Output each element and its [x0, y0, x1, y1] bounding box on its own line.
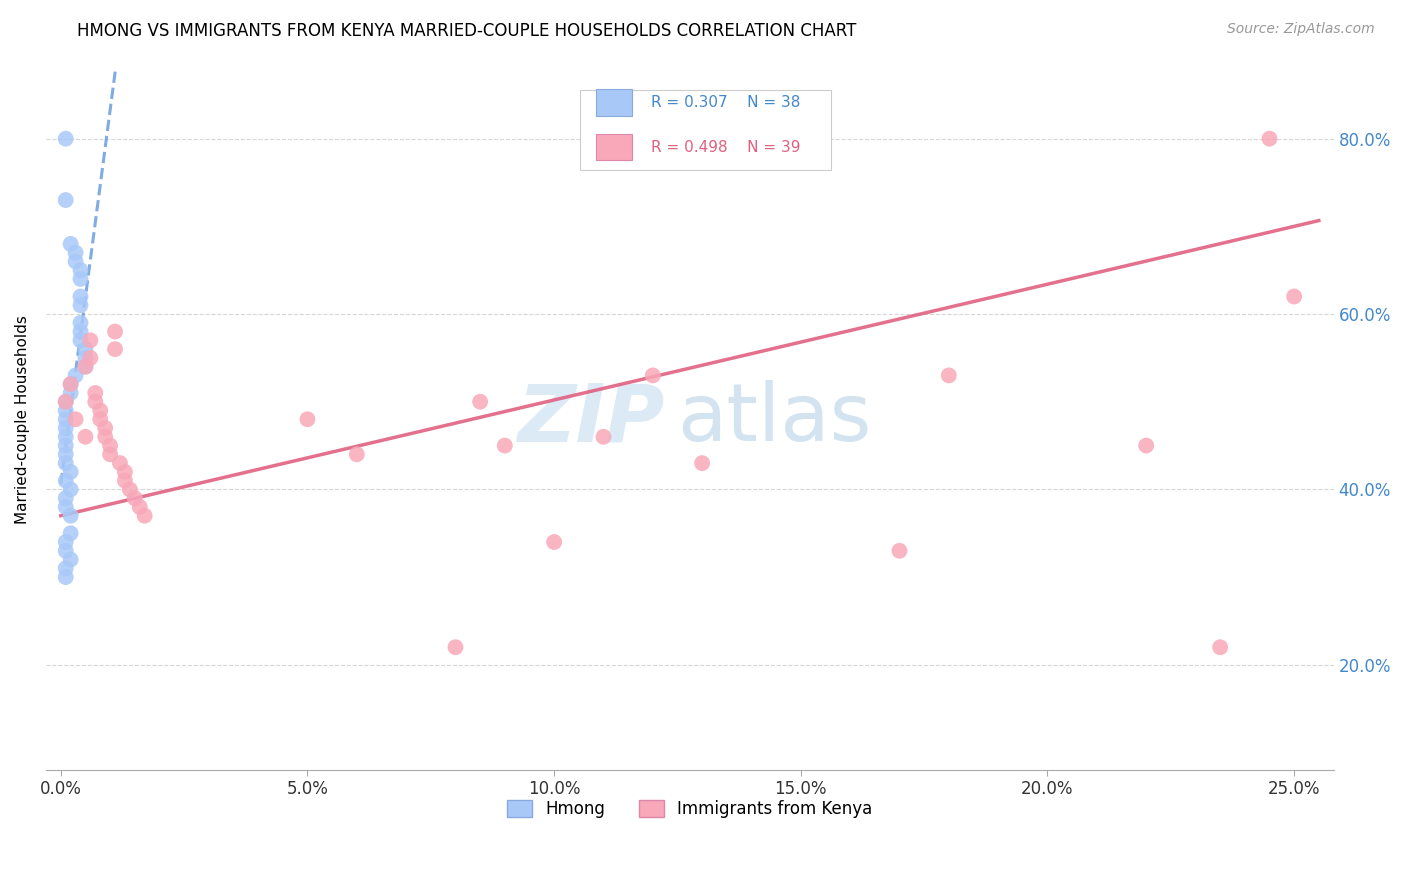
Point [55, 447, 77, 461]
Text: Source: ZipAtlas.com: Source: ZipAtlas.com [1227, 22, 1375, 37]
Point [55, 491, 77, 505]
FancyBboxPatch shape [596, 89, 631, 116]
FancyBboxPatch shape [581, 89, 831, 170]
Point [889, 543, 911, 558]
Point [55, 193, 77, 207]
Point [118, 483, 141, 497]
Point [104, 325, 127, 339]
Point [69, 325, 91, 339]
Text: R = 0.498    N = 39: R = 0.498 N = 39 [651, 139, 800, 154]
Point [59, 465, 82, 479]
Point [55, 430, 77, 444]
Text: HMONG VS IMMIGRANTS FROM KENYA MARRIED-COUPLE HOUSEHOLDS CORRELATION CHART: HMONG VS IMMIGRANTS FROM KENYA MARRIED-C… [77, 22, 856, 40]
Point [690, 456, 713, 470]
Point [59, 377, 82, 392]
Point [494, 439, 516, 453]
Point [89, 412, 111, 426]
Text: ZIP: ZIP [516, 380, 664, 458]
Point [124, 491, 146, 505]
Point [98, 447, 121, 461]
Point [69, 263, 91, 277]
Point [69, 316, 91, 330]
Point [1282, 289, 1305, 303]
Point [55, 456, 77, 470]
Point [55, 394, 77, 409]
Point [55, 543, 77, 558]
Point [89, 403, 111, 417]
Point [69, 272, 91, 286]
Point [84, 394, 107, 409]
Point [94, 421, 117, 435]
Point [938, 368, 960, 383]
Point [59, 508, 82, 523]
Point [59, 483, 82, 497]
Point [65, 368, 87, 383]
Point [55, 131, 77, 145]
Point [75, 359, 97, 374]
Y-axis label: Married-couple Households: Married-couple Households [15, 315, 30, 524]
Point [84, 386, 107, 401]
Point [55, 570, 77, 584]
Point [79, 351, 101, 365]
Point [94, 430, 117, 444]
Point [55, 561, 77, 575]
Point [59, 386, 82, 401]
Point [59, 236, 82, 251]
Point [114, 474, 136, 488]
Point [346, 447, 368, 461]
Point [297, 412, 319, 426]
Point [55, 500, 77, 514]
Legend: Hmong, Immigrants from Kenya: Hmong, Immigrants from Kenya [501, 793, 879, 825]
Point [75, 359, 97, 374]
Point [108, 456, 131, 470]
Point [69, 289, 91, 303]
Point [114, 465, 136, 479]
Point [128, 500, 150, 514]
Point [104, 342, 127, 356]
Point [65, 412, 87, 426]
Point [98, 439, 121, 453]
Point [75, 342, 97, 356]
Point [55, 412, 77, 426]
Point [1135, 439, 1157, 453]
Point [69, 298, 91, 312]
Point [444, 640, 467, 655]
Point [55, 535, 77, 549]
Point [59, 526, 82, 541]
FancyBboxPatch shape [596, 134, 631, 161]
Point [543, 535, 565, 549]
Point [134, 508, 156, 523]
Point [55, 394, 77, 409]
Point [468, 394, 491, 409]
Point [55, 421, 77, 435]
Point [55, 474, 77, 488]
Point [69, 334, 91, 348]
Point [65, 254, 87, 268]
Point [79, 334, 101, 348]
Point [592, 430, 614, 444]
Text: atlas: atlas [676, 380, 872, 458]
Text: R = 0.307    N = 38: R = 0.307 N = 38 [651, 95, 800, 110]
Point [75, 351, 97, 365]
Point [641, 368, 664, 383]
Point [1258, 131, 1281, 145]
Point [59, 377, 82, 392]
Point [1209, 640, 1232, 655]
Point [55, 403, 77, 417]
Point [75, 430, 97, 444]
Point [59, 552, 82, 566]
Point [65, 245, 87, 260]
Point [55, 439, 77, 453]
